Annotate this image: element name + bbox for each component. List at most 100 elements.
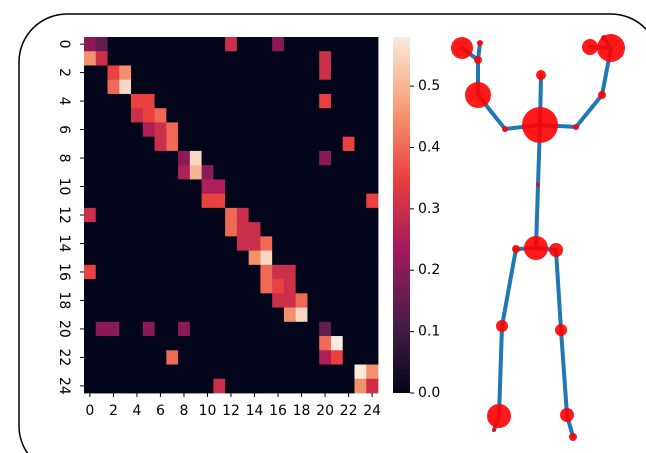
heatmap-cell — [342, 364, 355, 380]
heatmap-cell — [236, 193, 250, 209]
heatmap-cell — [283, 336, 297, 351]
heatmap-cell — [295, 279, 308, 294]
heatmap-cell — [213, 179, 226, 195]
heatmap-cell — [330, 350, 344, 365]
y-tick-label: 0 — [56, 40, 72, 49]
heatmap-cell — [142, 236, 155, 251]
heatmap-cell — [95, 250, 108, 266]
heatmap-cell — [178, 37, 191, 52]
heatmap-cell — [260, 51, 273, 66]
heatmap-cell — [84, 79, 97, 95]
heatmap-cell — [319, 51, 332, 66]
heatmap-cell — [213, 193, 226, 209]
heatmap-cell — [142, 264, 155, 280]
heatmap-cell — [236, 378, 250, 394]
y-tick-label: 4 — [56, 97, 72, 106]
heatmap-cell — [260, 350, 273, 365]
heatmap-cell — [225, 79, 238, 95]
heatmap-cell — [342, 79, 355, 95]
heatmap-cell — [166, 321, 179, 337]
heatmap-cell — [260, 250, 273, 266]
heatmap-cell — [342, 136, 355, 152]
heatmap-cell — [119, 150, 132, 166]
heatmap-cell — [225, 264, 238, 280]
heatmap-cell — [225, 37, 238, 52]
heatmap-cell — [295, 222, 308, 237]
heatmap-cell — [342, 378, 355, 394]
x-tick-label: 20 — [316, 403, 334, 419]
heatmap-cell — [295, 193, 308, 209]
heatmap-cell — [213, 222, 226, 237]
heatmap-cell — [107, 207, 120, 223]
heatmap-cell — [178, 108, 191, 123]
heatmap-cell — [189, 222, 202, 237]
heatmap-cell — [260, 165, 273, 180]
heatmap-cell — [366, 336, 379, 351]
heatmap-cell — [142, 179, 155, 195]
heatmap-cell — [213, 250, 226, 266]
heatmap-cell — [166, 222, 179, 237]
heatmap-cell — [295, 79, 308, 95]
heatmap-cell — [189, 350, 202, 365]
heatmap-cell — [107, 321, 120, 337]
heatmap-cell — [131, 37, 144, 52]
heatmap-cell — [330, 321, 344, 337]
heatmap-cell — [307, 250, 320, 266]
heatmap-cell — [119, 37, 132, 52]
heatmap-cell — [142, 293, 155, 308]
heatmap-cell — [201, 250, 214, 266]
heatmap-cell — [272, 222, 285, 237]
heatmap-cell — [166, 250, 179, 266]
heatmap-cell — [95, 179, 108, 195]
heatmap-cell — [119, 122, 132, 138]
y-tick-label: 24 — [56, 377, 72, 395]
heatmap-cell — [142, 222, 155, 237]
heatmap-cell — [272, 65, 285, 81]
heatmap-cell — [248, 51, 261, 66]
heatmap-cell — [107, 364, 120, 380]
heatmap-cell — [295, 293, 308, 308]
heatmap-cell — [154, 136, 167, 152]
heatmap-cell — [272, 293, 285, 308]
heatmap-cell — [330, 165, 344, 180]
heatmap-cell — [248, 293, 261, 308]
heatmap-cell — [236, 93, 250, 109]
heatmap-cell — [107, 336, 120, 351]
heatmap-cell — [178, 193, 191, 209]
heatmap-cell — [236, 250, 250, 266]
heatmap-cell — [307, 79, 320, 95]
heatmap-cell — [295, 65, 308, 81]
heatmap-cell — [236, 350, 250, 365]
heatmap-cell — [154, 222, 167, 237]
heatmap-cell — [201, 136, 214, 152]
heatmap-cell — [131, 307, 144, 323]
heatmap-cell — [166, 79, 179, 95]
y-tick-label: 22 — [56, 348, 72, 366]
heatmap-cell — [84, 279, 97, 294]
heatmap-cell — [319, 122, 332, 138]
y-tick-label: 18 — [56, 292, 72, 310]
heatmap-cell — [248, 378, 261, 394]
heatmap-cell — [319, 136, 332, 152]
heatmap-cell — [142, 364, 155, 380]
heatmap-cell — [201, 165, 214, 180]
heatmap-cell — [307, 336, 320, 351]
y-tick-label: 14 — [56, 235, 72, 253]
heatmap-cell — [201, 307, 214, 323]
heatmap-cell — [154, 108, 167, 123]
heatmap-cell — [189, 336, 202, 351]
heatmap-cell — [107, 108, 120, 123]
heatmap-cell — [366, 250, 379, 266]
heatmap-cell — [330, 378, 344, 394]
heatmap-cell — [213, 279, 226, 294]
heatmap-cell — [142, 193, 155, 209]
heatmap-cell — [283, 79, 297, 95]
heatmap-cell — [319, 79, 332, 95]
heatmap-cell — [319, 293, 332, 308]
heatmap-cell — [283, 150, 297, 166]
heatmap-cell — [95, 336, 108, 351]
heatmap-cell — [142, 336, 155, 351]
heatmap-cell — [119, 236, 132, 251]
heatmap-cell — [131, 93, 144, 109]
heatmap-cell — [107, 293, 120, 308]
